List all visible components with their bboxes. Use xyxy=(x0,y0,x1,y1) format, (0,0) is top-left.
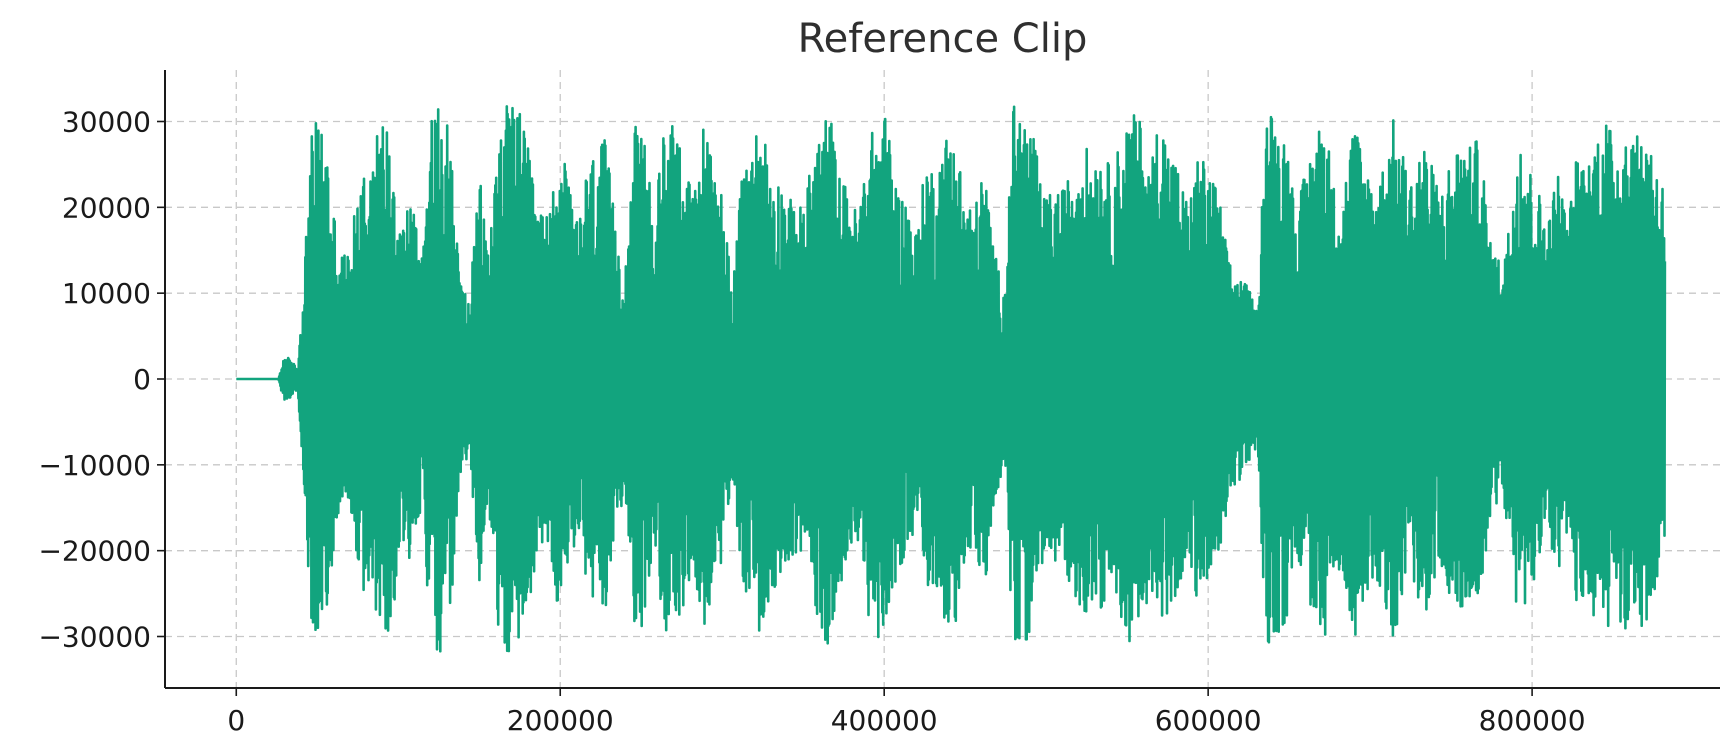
waveform-series-line xyxy=(236,105,1667,653)
x-tick-label: 600000 xyxy=(1155,704,1262,737)
y-tick-label: −30000 xyxy=(38,621,151,654)
x-tick-label: 0 xyxy=(227,704,245,737)
y-tick-label: 30000 xyxy=(62,106,151,139)
x-tick-label: 200000 xyxy=(507,704,614,737)
y-axis-ticks: −30000 −20000 −10000 0 10000 20000 30000 xyxy=(38,106,165,654)
y-tick-label: 0 xyxy=(133,363,151,396)
y-tick-label: 20000 xyxy=(62,191,151,224)
y-tick-label: −20000 xyxy=(38,535,151,568)
chart-title: Reference Clip xyxy=(798,16,1088,62)
y-tick-label: 10000 xyxy=(62,277,151,310)
plot-area xyxy=(236,105,1667,653)
x-tick-label: 800000 xyxy=(1479,704,1586,737)
x-axis-ticks: 0 200000 400000 600000 800000 xyxy=(227,688,1586,737)
y-tick-label: −10000 xyxy=(38,449,151,482)
x-tick-label: 400000 xyxy=(831,704,938,737)
